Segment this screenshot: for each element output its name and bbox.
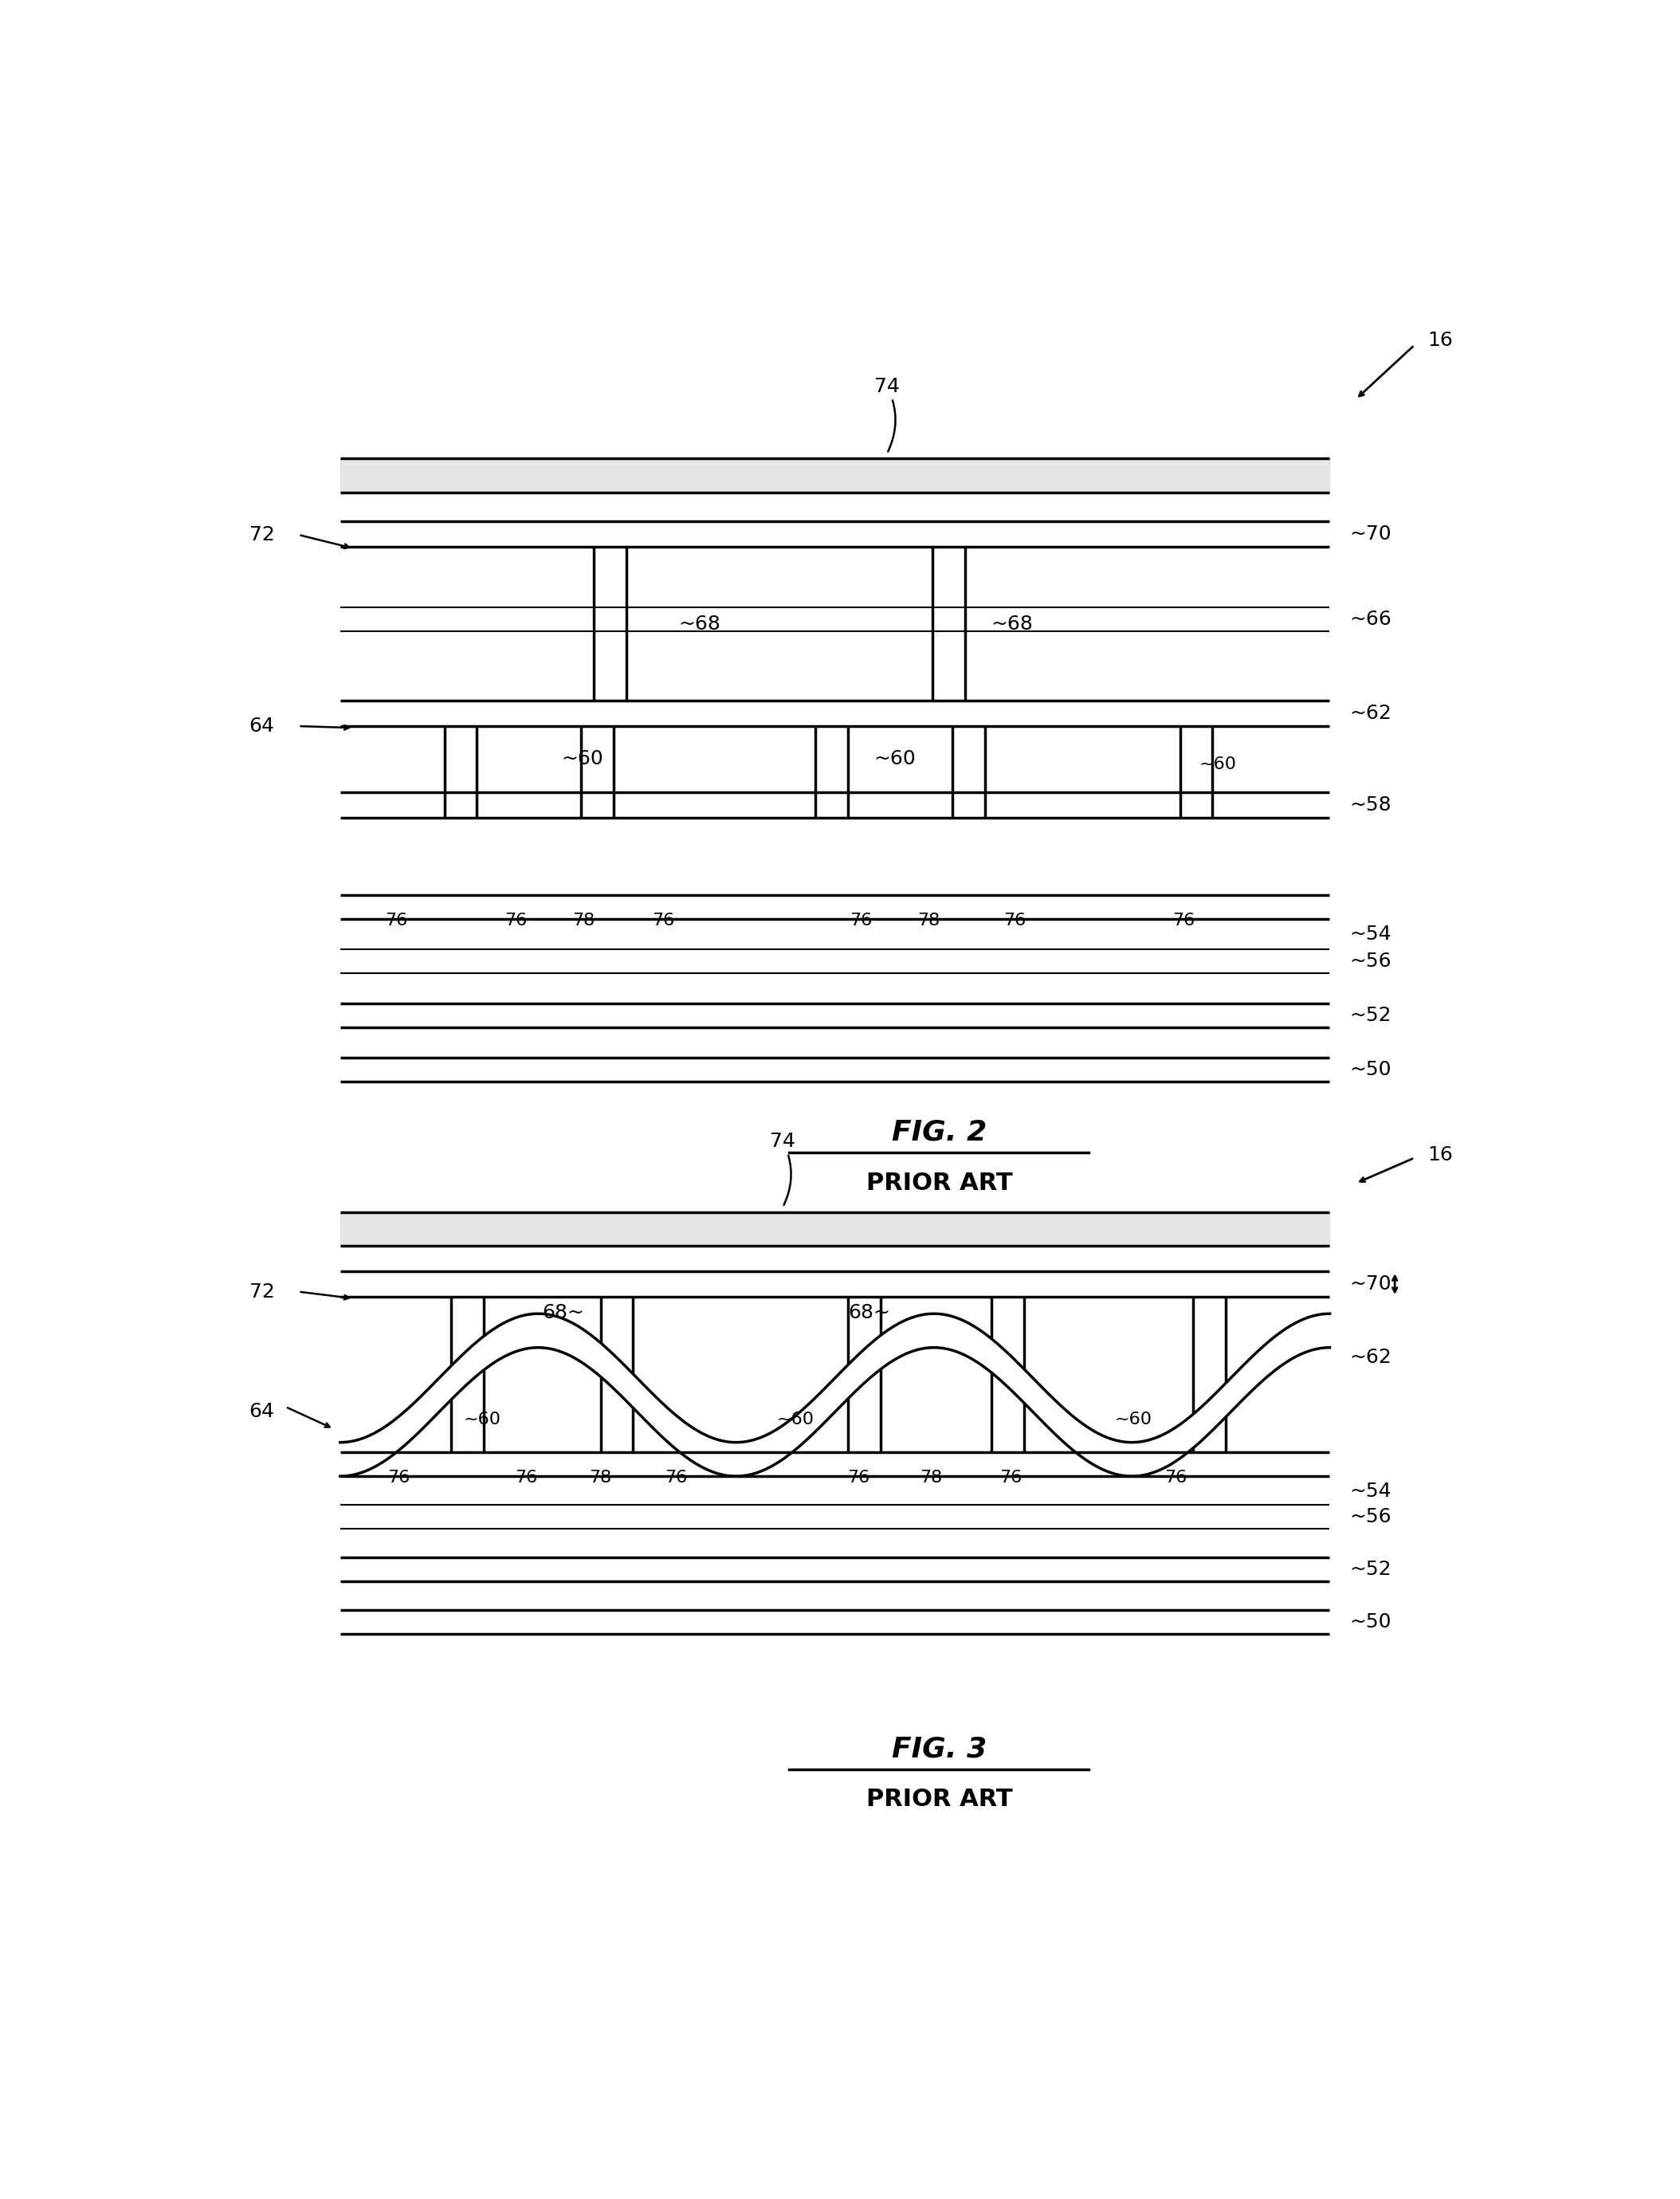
Text: ~62: ~62 [1349, 704, 1391, 723]
Text: ~52: ~52 [1349, 1007, 1391, 1025]
Text: 74: 74 [874, 376, 900, 451]
Text: PRIOR ART: PRIOR ART [865, 1788, 1013, 1812]
Text: 68~: 68~ [848, 1304, 890, 1322]
Text: 76: 76 [516, 1469, 538, 1484]
Text: ~68: ~68 [991, 614, 1033, 633]
Text: 76: 76 [665, 1469, 687, 1484]
Text: 16: 16 [1428, 1146, 1453, 1163]
Text: 76: 76 [385, 913, 408, 928]
Text: ~50: ~50 [1349, 1612, 1391, 1632]
Text: 76: 76 [1000, 1469, 1021, 1484]
Text: ~60: ~60 [1116, 1412, 1152, 1427]
Text: 64: 64 [249, 717, 274, 737]
Text: 78: 78 [917, 913, 941, 928]
Text: ~70: ~70 [1349, 523, 1391, 543]
Text: 68~: 68~ [543, 1304, 585, 1322]
Text: 76: 76 [850, 913, 872, 928]
Text: ~54: ~54 [1349, 1482, 1391, 1500]
Text: 78: 78 [573, 913, 595, 928]
Text: 72: 72 [249, 1282, 274, 1302]
Text: ~60: ~60 [1200, 756, 1236, 772]
Text: FIG. 3: FIG. 3 [892, 1735, 986, 1761]
Text: FIG. 2: FIG. 2 [892, 1119, 986, 1146]
Text: ~60: ~60 [776, 1412, 813, 1427]
Text: ~56: ~56 [1349, 1506, 1391, 1526]
Text: PRIOR ART: PRIOR ART [865, 1172, 1013, 1194]
Text: 72: 72 [249, 526, 274, 545]
Text: ~60: ~60 [874, 750, 916, 770]
Text: 76: 76 [847, 1469, 870, 1484]
Text: ~66: ~66 [1349, 609, 1391, 629]
Text: 74: 74 [769, 1132, 796, 1205]
Text: ~60: ~60 [561, 750, 603, 770]
Text: ~68: ~68 [679, 614, 721, 633]
Text: 76: 76 [504, 913, 528, 928]
Text: ~54: ~54 [1349, 924, 1391, 943]
Text: 76: 76 [1173, 913, 1194, 928]
Text: 76: 76 [652, 913, 674, 928]
Text: ~58: ~58 [1349, 796, 1391, 814]
Text: 76: 76 [1003, 913, 1026, 928]
Text: 76: 76 [1164, 1469, 1188, 1484]
Text: ~62: ~62 [1349, 1348, 1391, 1368]
Text: 78: 78 [590, 1469, 612, 1484]
Text: 76: 76 [388, 1469, 410, 1484]
Text: ~52: ~52 [1349, 1559, 1391, 1579]
Text: 78: 78 [921, 1469, 942, 1484]
Text: ~70: ~70 [1349, 1275, 1391, 1293]
Text: ~50: ~50 [1349, 1060, 1391, 1080]
Text: 16: 16 [1428, 330, 1453, 350]
Text: ~56: ~56 [1349, 952, 1391, 972]
Text: 64: 64 [249, 1403, 274, 1421]
Text: ~60: ~60 [464, 1412, 501, 1427]
